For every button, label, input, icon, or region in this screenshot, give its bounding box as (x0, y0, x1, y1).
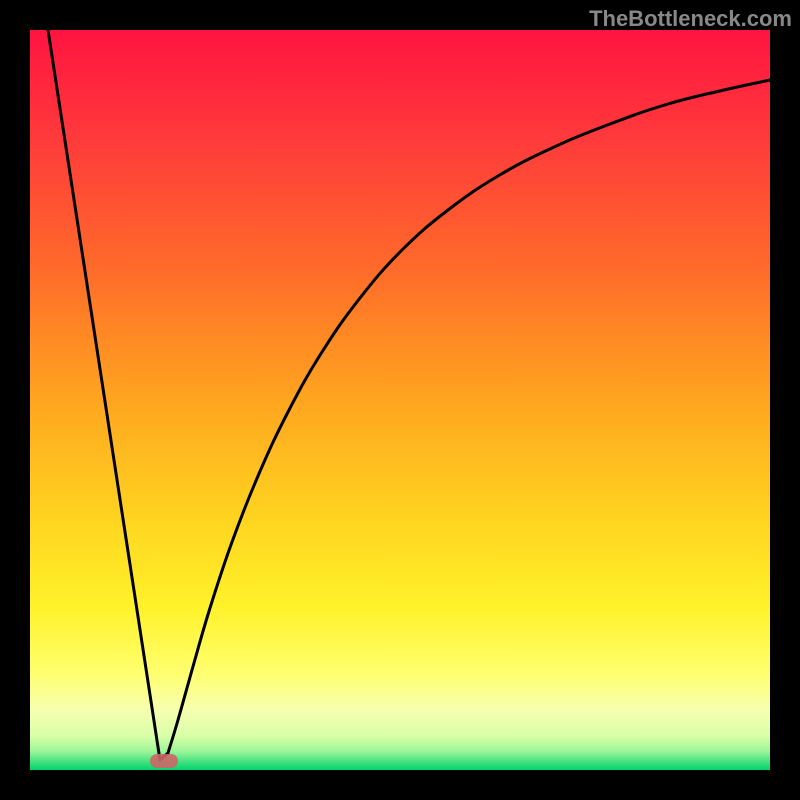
chart-container: TheBottleneck.com (0, 0, 800, 800)
gradient-plot-area (30, 30, 770, 770)
